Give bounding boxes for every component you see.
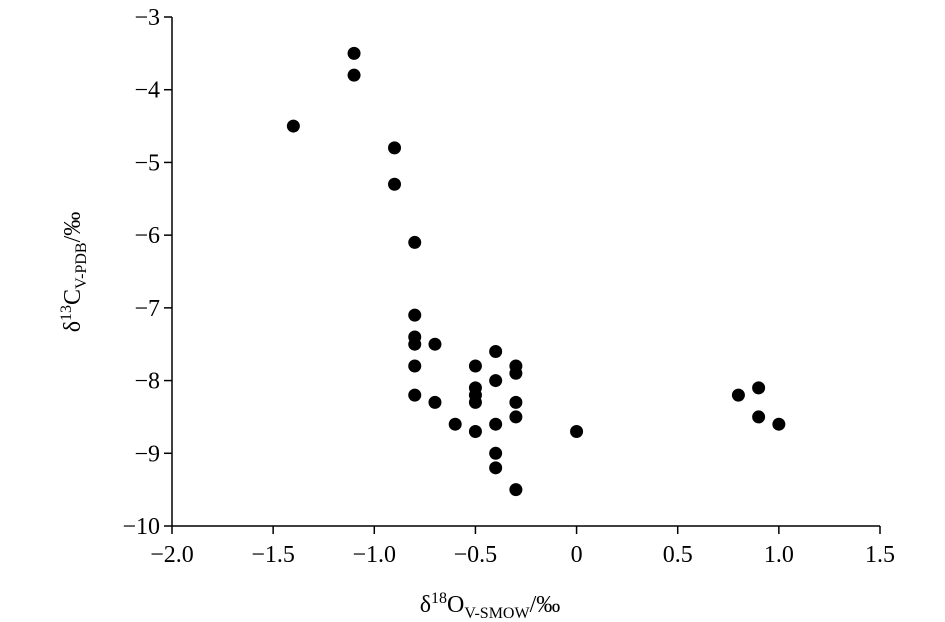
x-tick-label: 1.0 bbox=[764, 542, 794, 568]
x-tick-label: −1.5 bbox=[251, 542, 295, 568]
y-label-sup: 13 bbox=[58, 305, 75, 321]
point bbox=[408, 388, 422, 402]
x-tick-label: −2.0 bbox=[150, 542, 194, 568]
y-axis-label: δ13CV-PDB/‰ bbox=[58, 212, 90, 333]
point bbox=[509, 395, 523, 409]
point bbox=[428, 395, 442, 409]
y-tick-label: −4 bbox=[134, 78, 160, 104]
x-label-sub: V-SMOW bbox=[464, 605, 530, 622]
x-label-part: δ bbox=[420, 592, 431, 618]
point bbox=[752, 410, 766, 424]
point bbox=[731, 388, 745, 402]
point bbox=[448, 417, 462, 431]
y-label-part: /‰ bbox=[60, 212, 86, 243]
point bbox=[509, 366, 523, 380]
x-label-part: /‰ bbox=[530, 592, 561, 618]
point bbox=[468, 424, 482, 438]
y-tick-label: −5 bbox=[134, 150, 160, 176]
y-tick-label: −6 bbox=[134, 223, 160, 249]
point bbox=[772, 417, 786, 431]
y-tick-label: −9 bbox=[134, 441, 160, 467]
point bbox=[489, 344, 503, 358]
point bbox=[408, 235, 422, 249]
point bbox=[570, 424, 584, 438]
point bbox=[468, 395, 482, 409]
point bbox=[489, 374, 503, 388]
x-tick-label: −1.0 bbox=[353, 542, 397, 568]
x-axis-label: δ18OV-SMOW/‰ bbox=[420, 590, 561, 622]
point bbox=[408, 308, 422, 322]
x-label-part: O bbox=[447, 592, 464, 618]
y-label-part: δ bbox=[60, 321, 86, 332]
point bbox=[347, 68, 361, 82]
point bbox=[468, 359, 482, 373]
y-tick-label: −3 bbox=[134, 5, 160, 31]
point bbox=[489, 461, 503, 475]
y-tick-label: −8 bbox=[134, 369, 160, 395]
point bbox=[489, 446, 503, 460]
point bbox=[286, 119, 300, 133]
point bbox=[408, 359, 422, 373]
point bbox=[388, 141, 402, 155]
point bbox=[428, 337, 442, 351]
y-label-sub: V-PDB bbox=[73, 242, 90, 289]
x-tick-label: −0.5 bbox=[454, 542, 498, 568]
y-label-part: C bbox=[60, 289, 86, 305]
point bbox=[752, 381, 766, 395]
point bbox=[388, 177, 402, 191]
x-label-sup: 18 bbox=[431, 590, 447, 607]
point bbox=[509, 483, 523, 497]
point bbox=[408, 337, 422, 351]
point bbox=[489, 417, 503, 431]
x-tick-label: 0 bbox=[571, 542, 583, 568]
x-tick-label: 1.5 bbox=[865, 542, 895, 568]
point bbox=[347, 46, 361, 60]
y-tick-label: −7 bbox=[134, 296, 160, 322]
point bbox=[509, 410, 523, 424]
y-tick-label: −10 bbox=[122, 514, 160, 540]
x-tick-label: 0.5 bbox=[663, 542, 693, 568]
